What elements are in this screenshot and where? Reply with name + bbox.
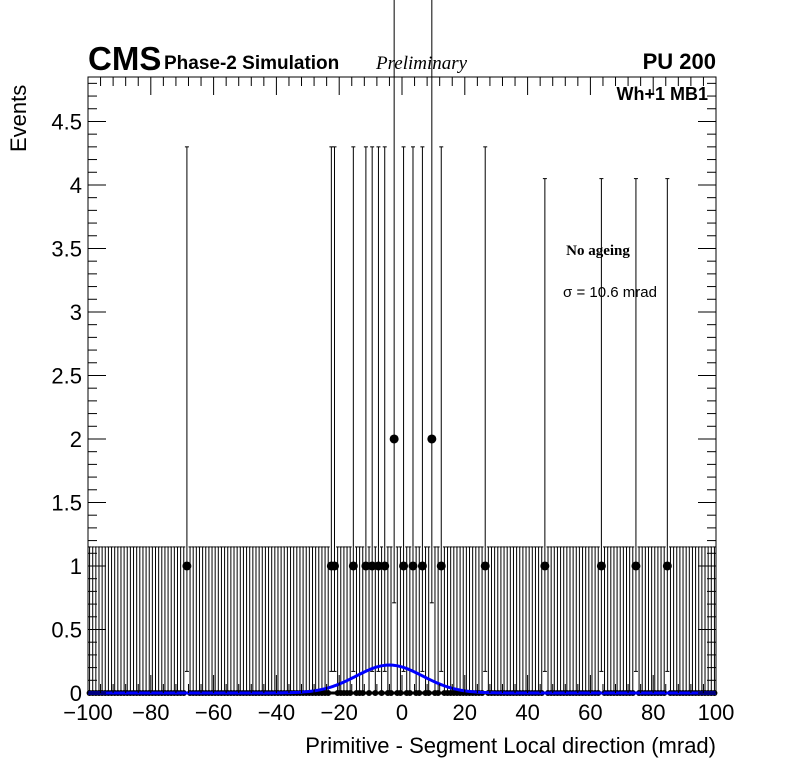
data-point — [380, 561, 390, 571]
data-point-group — [662, 178, 672, 672]
empty-bin-marker — [372, 690, 379, 696]
empty-bin-marker — [416, 690, 423, 696]
data-point-group — [348, 146, 358, 672]
data-point — [662, 561, 672, 571]
y-tick-label: 1.5 — [51, 490, 82, 515]
y-tick-label: 2.5 — [51, 363, 82, 388]
y-axis-title: Events — [6, 85, 31, 152]
x-tick-label: 100 — [698, 700, 735, 725]
phase-label: Phase-2 Simulation — [164, 53, 339, 74]
data-point-group — [480, 146, 490, 672]
data-point — [408, 561, 418, 571]
condition-label: No ageing — [566, 243, 630, 259]
x-tick-label: −100 — [63, 700, 113, 725]
y-tick-label: 0 — [70, 681, 82, 706]
data-point — [399, 561, 409, 571]
plot-frame — [87, 76, 717, 694]
data-point — [417, 561, 427, 571]
y-tick-label: 4.5 — [51, 109, 82, 134]
data-point — [348, 561, 358, 571]
y-tick-label: 3.5 — [51, 236, 82, 261]
cms-label: CMS — [88, 40, 161, 77]
x-tick-label: 60 — [578, 700, 602, 725]
empty-bin-marker — [435, 690, 442, 696]
empty-bin-marker — [378, 690, 385, 696]
y-tick-label: 2 — [70, 427, 82, 452]
data-point-group — [389, 0, 399, 604]
empty-bin-marker — [359, 690, 366, 696]
data-point-group — [408, 146, 418, 672]
data-point-group — [427, 0, 437, 604]
data-point — [480, 561, 490, 571]
data-points — [182, 0, 672, 672]
y-tick-label: 1 — [70, 554, 82, 579]
data-point-group — [367, 146, 377, 672]
data-point-group — [380, 146, 390, 672]
data-point — [631, 561, 641, 571]
x-tick-label: 20 — [453, 700, 477, 725]
data-point — [182, 561, 192, 571]
data-point-group — [540, 178, 550, 672]
data-point — [329, 561, 339, 571]
data-point-group — [596, 178, 606, 672]
x-tick-label: 0 — [396, 700, 408, 725]
preliminary-label: Preliminary — [375, 53, 468, 74]
sigma-label: σ = 10.6 mrad — [563, 284, 657, 301]
y-tick-label: 0.5 — [51, 617, 82, 642]
data-point-group — [182, 146, 192, 672]
x-tick-label: −40 — [258, 700, 295, 725]
x-tick-label: 40 — [515, 700, 539, 725]
data-point-group — [329, 146, 339, 672]
empty-bin-marker — [366, 690, 373, 696]
empty-bin-marker — [397, 690, 404, 696]
data-point — [596, 561, 606, 571]
empty-bin-marker — [425, 690, 432, 696]
x-axis-title: Primitive - Segment Local direction (mra… — [305, 733, 716, 758]
x-tick-label: −60 — [195, 700, 232, 725]
data-point-group — [436, 146, 446, 672]
channel-label: Wh+1 MB1 — [616, 84, 708, 104]
x-tick-label: −20 — [321, 700, 358, 725]
empty-bin-marker — [388, 690, 395, 696]
y-tick-label: 4 — [70, 173, 82, 198]
empty-bin-marker — [325, 690, 332, 696]
data-point — [373, 561, 383, 571]
data-point — [389, 434, 399, 444]
data-point-group — [361, 146, 371, 672]
axes: −100 −80 −60 −40 −20 0 20 40 60 80 100 0 0.5 1 1.5 2 2.5… — [51, 77, 734, 725]
y-tick-label: 3 — [70, 300, 82, 325]
data-point — [427, 434, 437, 444]
plot-border — [87, 76, 717, 694]
empty-bin-marker — [347, 690, 354, 696]
data-point — [540, 561, 550, 571]
fit-curve — [88, 663, 716, 695]
pileup-label: PU 200 — [643, 49, 716, 74]
x-tick-label: 80 — [641, 700, 665, 725]
data-point-group — [373, 146, 383, 672]
data-point — [361, 561, 371, 571]
data-point — [367, 561, 377, 571]
data-point — [436, 561, 446, 571]
empty-bin-marker — [406, 690, 413, 696]
data-point-group — [631, 178, 641, 672]
data-point-group — [399, 146, 409, 672]
x-tick-label: −80 — [132, 700, 169, 725]
data-point-group — [417, 146, 427, 672]
gaussian-fit — [88, 663, 716, 695]
